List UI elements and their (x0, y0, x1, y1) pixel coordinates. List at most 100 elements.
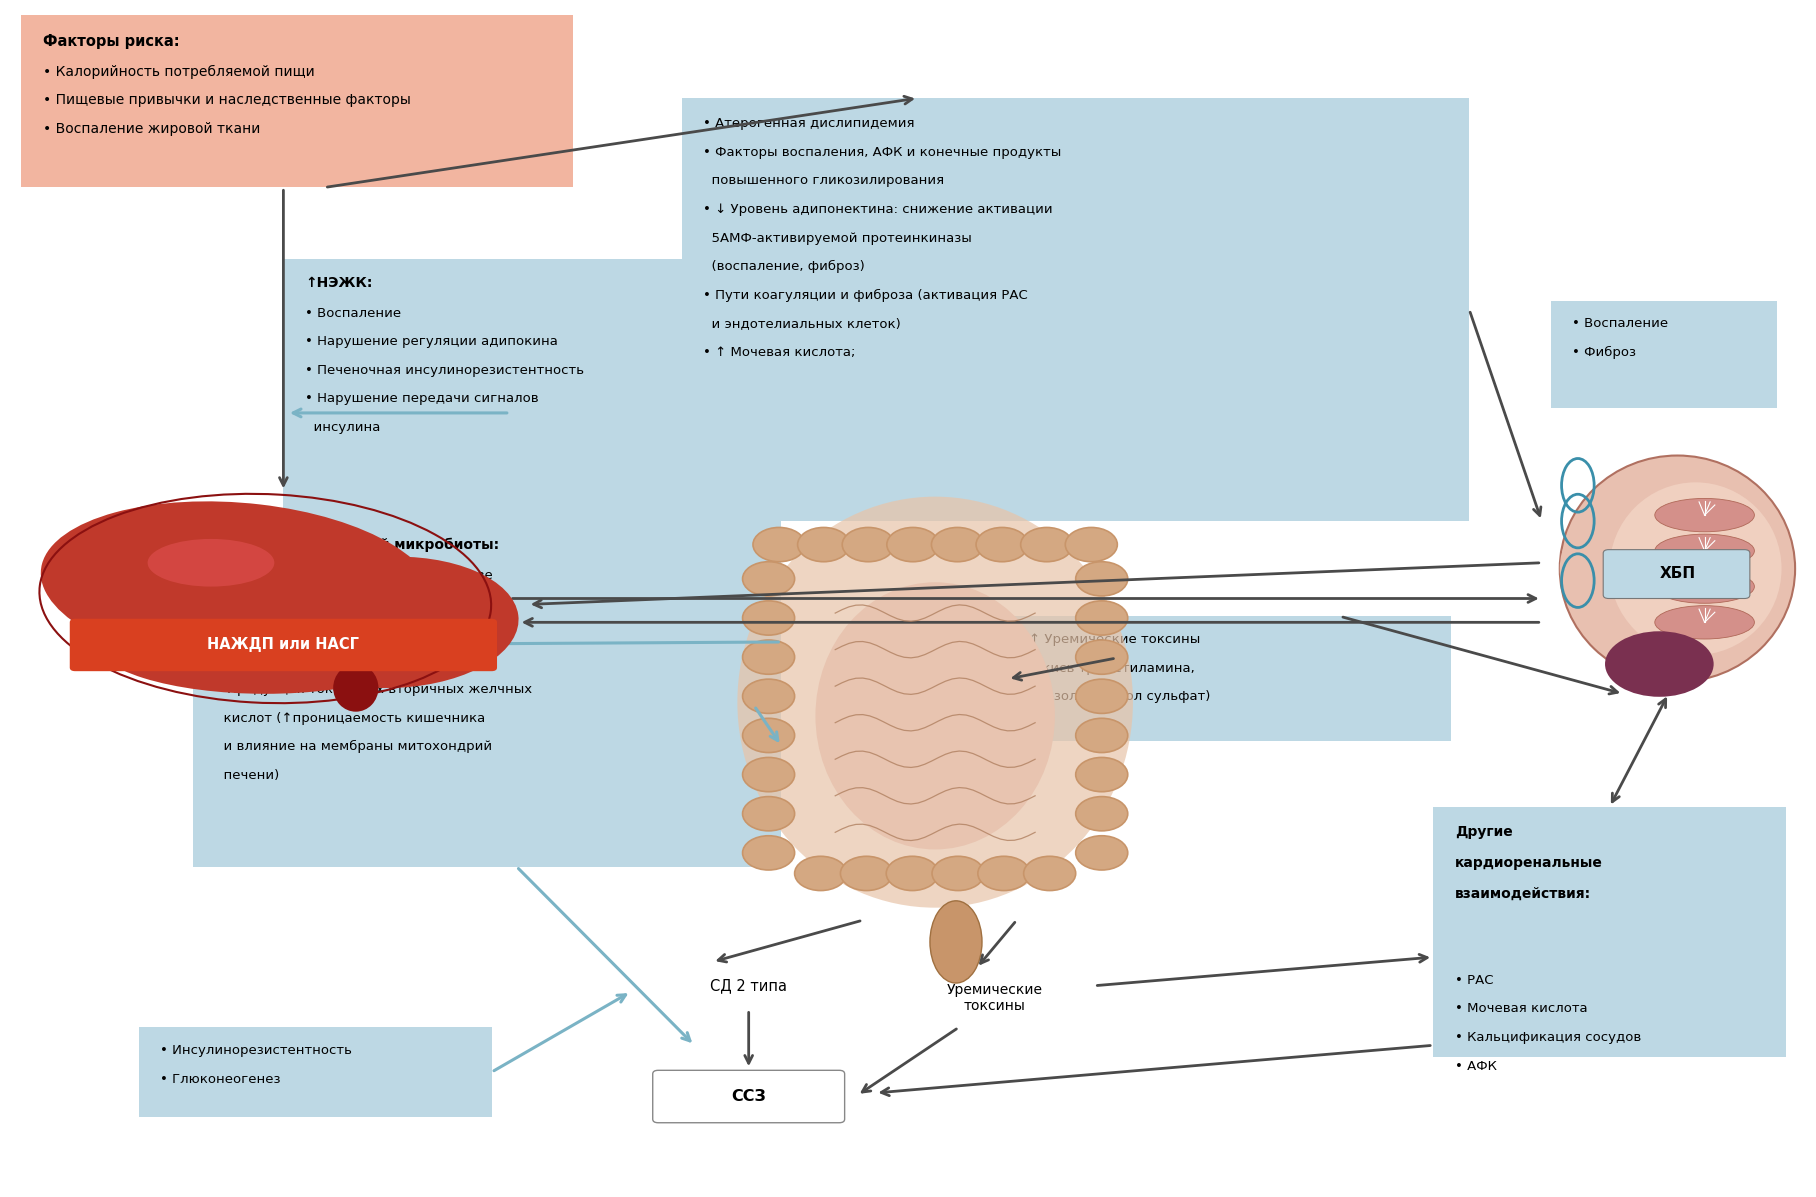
Text: (воспаление, фиброз): (воспаление, фиброз) (703, 260, 864, 273)
FancyBboxPatch shape (652, 1070, 844, 1123)
Text: • Глюконеогенез: • Глюконеогенез (160, 1073, 281, 1086)
FancyBboxPatch shape (1551, 300, 1778, 408)
Text: кислот (↑проницаемость кишечника: кислот (↑проницаемость кишечника (214, 712, 485, 724)
Ellipse shape (930, 901, 982, 983)
Ellipse shape (743, 561, 795, 596)
Text: • АФК: • АФК (1455, 1059, 1496, 1073)
Ellipse shape (841, 856, 892, 891)
Text: • Фиброз: • Фиброз (1573, 346, 1636, 359)
Ellipse shape (332, 664, 378, 712)
FancyBboxPatch shape (138, 1027, 492, 1117)
Text: • ↑ Мочевая кислота;: • ↑ Мочевая кислота; (703, 346, 855, 359)
Text: • Воспаление: • Воспаление (1573, 317, 1669, 330)
Ellipse shape (743, 836, 795, 870)
Text: Уремические
токсины: Уремические токсины (946, 983, 1042, 1013)
Ellipse shape (1075, 796, 1128, 831)
Ellipse shape (743, 601, 795, 636)
Ellipse shape (1075, 561, 1128, 596)
Ellipse shape (147, 539, 274, 587)
Text: и эндотелиальных клеток): и эндотелиальных клеток) (703, 317, 901, 330)
Text: ↑ Уремические токсины: ↑ Уремические токсины (1030, 633, 1200, 646)
Ellipse shape (795, 856, 846, 891)
Ellipse shape (1075, 718, 1128, 753)
Ellipse shape (1654, 498, 1754, 531)
Text: ХБП: ХБП (1660, 566, 1696, 581)
Ellipse shape (977, 856, 1030, 891)
Text: СД 2 типа: СД 2 типа (710, 978, 786, 994)
Ellipse shape (1075, 836, 1128, 870)
Ellipse shape (1560, 527, 1614, 610)
Text: 5АМФ-активируемой протеинкиназы: 5АМФ-активируемой протеинкиназы (703, 231, 972, 244)
FancyBboxPatch shape (192, 521, 781, 867)
Text: • Пищевые привычки и наследственные факторы: • Пищевые привычки и наследственные факт… (42, 93, 410, 108)
Ellipse shape (754, 528, 804, 561)
Ellipse shape (797, 528, 850, 561)
Text: НАЖДП или НАСГ: НАЖДП или НАСГ (207, 638, 360, 652)
Ellipse shape (265, 557, 519, 688)
Text: Факторы риска:: Факторы риска: (42, 34, 180, 49)
Ellipse shape (743, 640, 795, 674)
Ellipse shape (1024, 856, 1075, 891)
Text: • Кальцификация сосудов: • Кальцификация сосудов (1455, 1031, 1642, 1044)
Ellipse shape (1654, 606, 1754, 639)
FancyBboxPatch shape (681, 98, 1469, 521)
Text: и воспаление: и воспаление (214, 597, 320, 610)
Ellipse shape (886, 856, 939, 891)
Text: • Пути коагуляции и фиброза (активация РАС: • Пути коагуляции и фиброза (активация Р… (703, 288, 1028, 302)
Ellipse shape (815, 582, 1055, 850)
Ellipse shape (743, 796, 795, 831)
Text: • Факторы воспаления, АФК и конечные продукты: • Факторы воспаления, АФК и конечные про… (703, 146, 1062, 159)
FancyBboxPatch shape (1008, 616, 1451, 741)
Ellipse shape (1075, 601, 1128, 636)
Ellipse shape (93, 587, 438, 694)
Text: повышенного гликозилирования: повышенного гликозилирования (703, 175, 944, 188)
Text: Изменение кишечной микробиоты:: Изменение кишечной микробиоты: (214, 537, 499, 552)
Text: • Влияние на толерантность к глюкозе: • Влияние на толерантность к глюкозе (214, 569, 492, 582)
Text: и влияние на мембраны митохондрий: и влияние на мембраны митохондрий (214, 740, 492, 753)
FancyBboxPatch shape (283, 259, 745, 539)
Text: • Атерогенная дислипидемия: • Атерогенная дислипидемия (703, 117, 915, 130)
Text: • Нарушение регуляции адипокина: • Нарушение регуляции адипокина (305, 335, 558, 348)
Ellipse shape (1021, 528, 1073, 561)
Ellipse shape (743, 758, 795, 791)
Ellipse shape (1654, 570, 1754, 603)
Text: взаимодействия:: взаимодействия: (1455, 887, 1591, 901)
Text: • Мочевая кислота: • Мочевая кислота (1455, 1002, 1587, 1015)
Text: инсулина: инсулина (305, 421, 381, 435)
FancyBboxPatch shape (69, 619, 498, 672)
Ellipse shape (886, 528, 939, 561)
Ellipse shape (743, 679, 795, 713)
Ellipse shape (843, 528, 893, 561)
Text: • Калорийность потребляемой пищи: • Калорийность потребляемой пищи (42, 65, 314, 79)
Text: • Воспаление жировой ткани: • Воспаление жировой ткани (42, 122, 260, 136)
Text: • Воспаление: • Воспаление (305, 306, 401, 320)
Ellipse shape (1075, 640, 1128, 674)
FancyBboxPatch shape (20, 14, 574, 188)
Text: • Печеночная инсулинорезистентность: • Печеночная инсулинорезистентность (305, 364, 585, 377)
Ellipse shape (932, 528, 984, 561)
Text: • Инсулинорезистентность: • Инсулинорезистентность (160, 1044, 352, 1057)
Text: (окись триметиламина,: (окись триметиламина, (1030, 662, 1195, 675)
Ellipse shape (932, 856, 984, 891)
Ellipse shape (1654, 534, 1754, 567)
Ellipse shape (1066, 528, 1117, 561)
Text: ССЗ: ССЗ (732, 1089, 766, 1104)
Ellipse shape (975, 528, 1028, 561)
Text: • ↓ Уровень адипонектина: снижение активации: • ↓ Уровень адипонектина: снижение актив… (703, 203, 1053, 215)
Ellipse shape (1609, 482, 1781, 655)
Text: • РАС: • РАС (1455, 974, 1493, 986)
Text: крезол п, индол сульфат): крезол п, индол сульфат) (1030, 691, 1211, 704)
Text: Другие: Другие (1455, 825, 1513, 839)
Text: • Продукция токсичных вторичных желчных: • Продукция токсичных вторичных желчных (214, 683, 532, 697)
Ellipse shape (1605, 631, 1714, 697)
Ellipse shape (1075, 758, 1128, 791)
FancyBboxPatch shape (1433, 807, 1787, 1057)
Text: кардиоренальные: кардиоренальные (1455, 856, 1604, 870)
Text: ↑НЭЖК:: ↑НЭЖК: (305, 275, 372, 290)
Ellipse shape (40, 502, 436, 672)
Ellipse shape (743, 718, 795, 753)
Text: печени): печени) (214, 768, 280, 782)
Ellipse shape (737, 497, 1133, 907)
Ellipse shape (1560, 456, 1796, 682)
Text: • ↓короткоцепочные жирные кислоты:: • ↓короткоцепочные жирные кислоты: (214, 626, 492, 639)
